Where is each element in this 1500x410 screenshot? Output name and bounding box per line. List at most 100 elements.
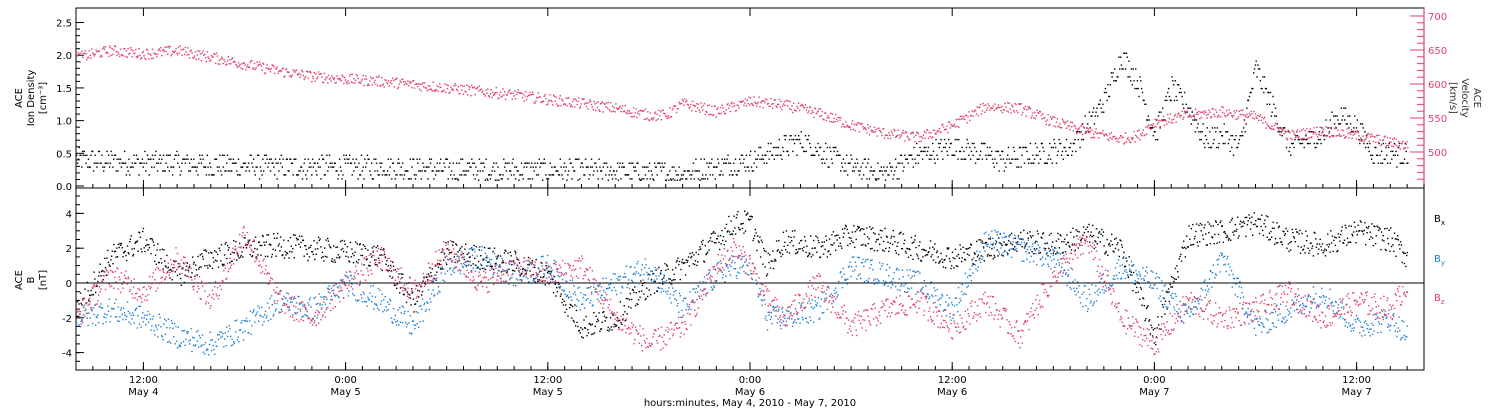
top-point-pink xyxy=(378,75,380,77)
top-point-pink xyxy=(1380,144,1382,147)
top-point-black xyxy=(616,162,619,164)
point-bx xyxy=(1096,243,1098,245)
top-point-pink xyxy=(1049,116,1052,118)
point-bx xyxy=(540,262,543,264)
top-point-black xyxy=(162,154,165,156)
point-bx xyxy=(677,257,679,259)
top-point-black xyxy=(509,170,512,172)
top-point-pink xyxy=(816,111,818,113)
top-point-black xyxy=(191,166,193,168)
point-bx xyxy=(1048,234,1051,236)
point-bx xyxy=(440,251,443,253)
point-bx xyxy=(1233,230,1236,232)
top-point-pink xyxy=(958,118,961,121)
top-point-pink xyxy=(362,74,364,77)
point-bx xyxy=(621,318,624,321)
top-point-pink xyxy=(898,134,900,136)
top-point-black xyxy=(1317,142,1319,145)
top-point-black xyxy=(857,170,860,172)
top-point-black xyxy=(243,162,246,164)
point-bx xyxy=(1122,257,1124,259)
top-point-pink xyxy=(97,50,100,52)
point-bx xyxy=(400,273,402,275)
point-bx xyxy=(816,251,818,253)
point-bx xyxy=(505,250,507,252)
point-bx xyxy=(1152,335,1154,337)
top-point-pink xyxy=(226,60,229,62)
top-point-black xyxy=(321,154,323,156)
top-point-pink xyxy=(238,65,240,67)
top-point-black xyxy=(411,166,413,168)
top-point-pink xyxy=(1066,120,1069,122)
point-bx xyxy=(283,257,286,259)
top-point-black xyxy=(1135,87,1138,90)
top-point-pink xyxy=(157,49,160,51)
top-point-pink xyxy=(119,55,121,58)
top-point-black xyxy=(1088,111,1091,113)
top-point-black xyxy=(116,158,118,160)
top-point-pink xyxy=(814,107,817,110)
point-bx xyxy=(741,227,744,230)
top-point-black xyxy=(108,166,111,168)
point-bx xyxy=(894,241,896,243)
top-point-black xyxy=(1369,142,1371,145)
top-point-black xyxy=(334,162,336,164)
top-point-pink xyxy=(1092,133,1095,135)
top-point-pink xyxy=(1227,113,1230,115)
point-bx xyxy=(844,224,847,227)
top-point-black xyxy=(235,162,237,164)
point-bx xyxy=(634,286,636,288)
point-bx xyxy=(451,240,453,243)
point-bx xyxy=(182,262,185,264)
point-bx xyxy=(1145,318,1147,320)
point-bx xyxy=(458,260,460,262)
point-bx xyxy=(118,246,120,249)
point-bx xyxy=(959,244,961,246)
point-bx xyxy=(157,261,160,264)
top-point-pink xyxy=(1022,111,1024,114)
top-point-black xyxy=(1018,146,1021,149)
top-point-black xyxy=(1019,146,1021,149)
top-point-pink xyxy=(1322,130,1324,133)
top-point-black xyxy=(791,138,793,141)
point-bx xyxy=(216,260,218,262)
point-bx xyxy=(797,251,799,253)
point-bx xyxy=(636,303,638,305)
top-point-pink xyxy=(1322,128,1325,131)
point-bx xyxy=(648,289,650,291)
point-bx xyxy=(891,243,894,246)
point-bx xyxy=(1193,238,1196,240)
point-bx xyxy=(367,249,369,251)
point-bx xyxy=(869,248,872,250)
top-point-black xyxy=(835,154,838,156)
point-bx xyxy=(415,284,418,287)
point-bx xyxy=(637,303,639,306)
top-point-black xyxy=(410,178,412,180)
top-point-pink xyxy=(1102,130,1104,132)
top-point-black xyxy=(959,150,962,153)
top-point-pink xyxy=(803,107,806,109)
top-point-pink xyxy=(1160,120,1162,122)
top-point-black xyxy=(568,158,571,160)
point-bx xyxy=(495,262,497,264)
top-point-pink xyxy=(166,46,168,48)
top-point-black xyxy=(1061,150,1064,153)
point-bx xyxy=(1065,243,1067,246)
point-bx xyxy=(499,255,502,257)
point-bx xyxy=(744,210,746,212)
point-bx xyxy=(650,294,652,296)
top-point-black xyxy=(978,158,980,160)
top-point-black xyxy=(258,178,261,180)
point-bx xyxy=(246,244,248,246)
top-point-pink xyxy=(1237,116,1240,118)
top-point-pink xyxy=(676,107,679,110)
top-point-black xyxy=(494,179,497,181)
top-point-pink xyxy=(459,92,461,95)
top-point-black xyxy=(759,158,761,160)
top-point-pink xyxy=(272,64,274,67)
top-point-black xyxy=(1265,87,1267,90)
top-point-pink xyxy=(678,101,680,104)
top-point-pink xyxy=(631,112,633,114)
top-point-pink xyxy=(675,111,678,114)
top-point-black xyxy=(271,162,273,164)
